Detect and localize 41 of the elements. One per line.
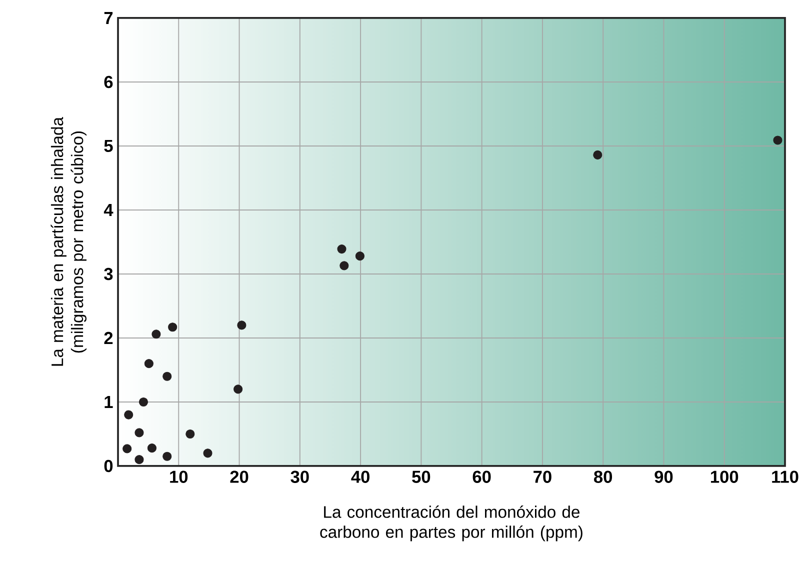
point: [152, 330, 161, 339]
point: [147, 444, 156, 453]
point: [162, 372, 172, 381]
x-tick-label: 70: [534, 470, 552, 483]
x-tick-label: 40: [351, 470, 370, 483]
point: [593, 150, 602, 160]
point: [773, 136, 782, 145]
x-tick-label: 20: [230, 470, 248, 483]
point: [124, 410, 134, 420]
point: [122, 444, 132, 454]
y-tick-label: 6: [104, 76, 113, 88]
point: [234, 384, 243, 394]
point: [168, 322, 178, 332]
point: [203, 448, 212, 458]
y-tick-label: 3: [104, 268, 113, 280]
point: [337, 244, 346, 254]
x-tick-label: 90: [654, 470, 673, 483]
point: [340, 261, 349, 270]
y-tick-label: 0: [104, 460, 113, 472]
y-tick-label: 4: [104, 204, 114, 216]
point: [134, 428, 144, 438]
y-tick-label: 2: [104, 332, 113, 344]
point: [138, 397, 148, 407]
y-tick-label: 7: [104, 12, 113, 24]
point: [162, 452, 172, 461]
x-tick-label: 100: [710, 470, 738, 483]
x-tick-label: 110: [772, 470, 798, 483]
point: [355, 252, 364, 261]
point: [144, 359, 154, 368]
x-tick-label: 30: [290, 470, 309, 483]
x-tick-label: 10: [170, 470, 188, 483]
y-axis-title: La materia en partículas inhalada (miligramos por metro cúbico): [50, 116, 86, 366]
x-axis-title: La concentración del monóxido de carbono en partes por millón (ppm): [320, 505, 582, 542]
x-tick-label: 50: [412, 470, 430, 483]
y-tick-label: 1: [104, 396, 113, 408]
x-tick-label: 80: [594, 470, 612, 483]
point: [237, 320, 246, 330]
y-tick-label: 5: [104, 140, 113, 152]
point: [186, 429, 195, 439]
point: [134, 455, 144, 464]
x-tick-label: 60: [472, 470, 491, 483]
